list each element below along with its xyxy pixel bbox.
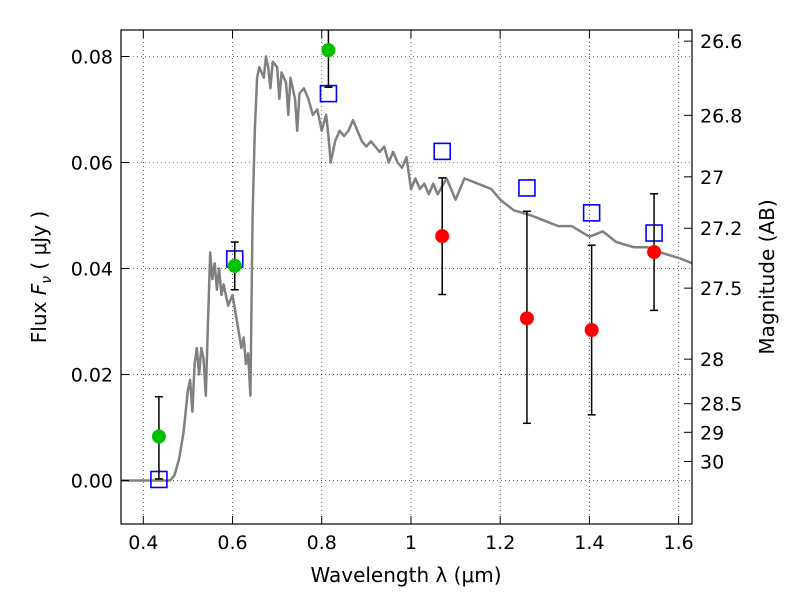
- y2-tick-label: 28.5: [700, 394, 742, 416]
- y-axis-label-symbol: F: [27, 283, 51, 295]
- y2-tick-label: 26.8: [700, 105, 742, 127]
- y2-tick-label: 28: [700, 349, 724, 371]
- y-axis-label-prefix: Flux: [27, 295, 51, 343]
- nir-point: [519, 311, 534, 326]
- plot-frame: [120, 29, 693, 525]
- markers-layer: [150, 30, 663, 489]
- y2-tick-label: 27.5: [700, 278, 742, 300]
- x-tick-label: 1: [405, 532, 417, 554]
- nir-point: [647, 245, 662, 260]
- detection-point: [227, 258, 242, 273]
- model-photometry-square: [518, 179, 536, 197]
- model-curve-layer: [121, 55, 693, 482]
- x-tick-label: 1.4: [574, 532, 604, 554]
- nir-point: [435, 229, 450, 244]
- y-axis-label: Flux Fν ( μJy ): [27, 211, 55, 343]
- nir-point: [584, 323, 599, 338]
- y-tick-label: 0.02: [71, 365, 113, 387]
- y-axis-label-suffix: ( μJy ): [27, 211, 51, 276]
- model-photometry-square: [582, 204, 601, 222]
- x-tick-label: 0.8: [307, 532, 337, 554]
- detection-point: [151, 429, 166, 444]
- y2-tick-label: 26.6: [700, 31, 742, 53]
- x-tick-label: 1.6: [664, 532, 694, 554]
- x-tick-label: 0.4: [128, 532, 158, 554]
- model-photometry-square: [433, 142, 451, 161]
- y2-tick-label: 27: [700, 167, 724, 189]
- y2-axis-label: Magnitude (AB): [755, 199, 779, 354]
- y-tick-label: 0.04: [71, 259, 113, 281]
- x-tick-label: 1.2: [485, 532, 515, 554]
- detection-point: [321, 43, 336, 58]
- y-tick-label: 0.00: [71, 471, 113, 493]
- x-tick-label: 0.6: [217, 532, 247, 554]
- y-tick-label: 0.06: [71, 153, 113, 175]
- axis-ticks: 0.4 0.6 0.8 1 1.2 1.4 1.6 0.00 0.02 0.04 0.06 0.08 2…: [71, 30, 742, 554]
- y2-tick-label: 29: [700, 422, 724, 444]
- y-tick-label: 0.08: [71, 47, 113, 69]
- x-axis-label: Wavelength λ (μm): [310, 563, 501, 587]
- model-spectrum-line: [121, 55, 693, 482]
- y-axis-label-subscript: ν: [39, 276, 55, 284]
- y2-tick-label: 30: [700, 451, 724, 473]
- y2-tick-label: 27.2: [700, 218, 742, 240]
